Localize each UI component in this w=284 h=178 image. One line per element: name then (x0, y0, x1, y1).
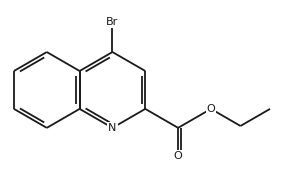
Text: N: N (108, 123, 117, 133)
Text: O: O (206, 104, 215, 114)
Text: Br: Br (106, 17, 119, 27)
Text: O: O (174, 151, 183, 161)
